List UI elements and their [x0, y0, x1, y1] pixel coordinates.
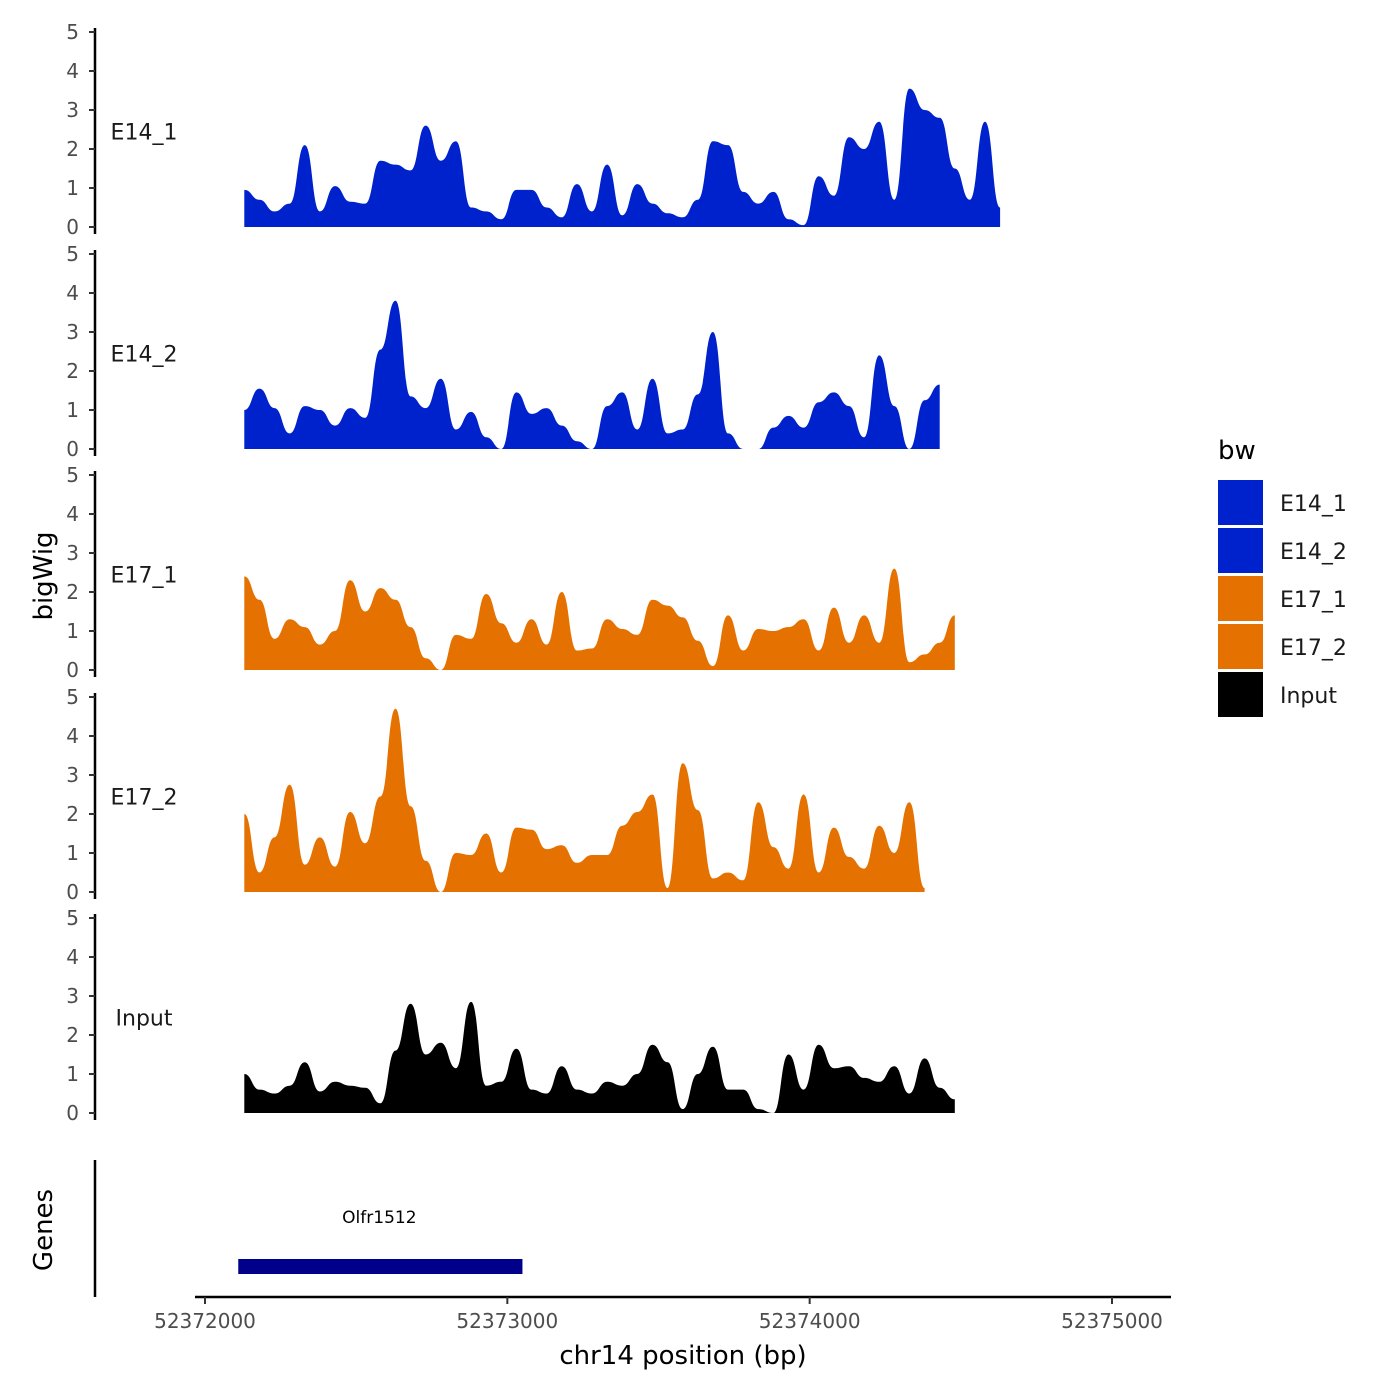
- y-tick-label: 2: [66, 1023, 79, 1047]
- y-tick-label: 4: [66, 502, 79, 526]
- y-tick-label: 4: [66, 724, 79, 748]
- y-tick-label: 0: [66, 215, 79, 239]
- gene-label: Olfr1512: [342, 1208, 416, 1228]
- y-tick-label: 4: [66, 281, 79, 305]
- y-tick-label: 5: [66, 685, 79, 709]
- y-tick-label: 0: [66, 437, 79, 461]
- legend-label: E17_1: [1280, 588, 1347, 613]
- y-tick-label: 1: [66, 176, 79, 200]
- y-tick-label: 3: [66, 541, 79, 565]
- y-tick-label: 1: [66, 841, 79, 865]
- y-tick-label: 1: [66, 398, 79, 422]
- signal-area-e14_2: [244, 300, 940, 449]
- y-tick-label: 0: [66, 1101, 79, 1125]
- legend-key-e17_2: [1218, 624, 1263, 669]
- y-tick-label: 5: [66, 463, 79, 487]
- y-tick-label: 3: [66, 320, 79, 344]
- x-tick-label: 52374000: [759, 1309, 861, 1333]
- legend-label: E14_1: [1280, 492, 1347, 517]
- signal-area-input: [244, 1001, 955, 1113]
- signal-tracks: 0 1 2 3 4 5 E14_1 0 1 2 3 4 5 E14_2 0 1 2 3 4 5 E17_1 0 1 2 3 4 5 E…: [66, 20, 1001, 1125]
- legend-title: bw: [1218, 436, 1256, 466]
- y-tick-label: 4: [66, 945, 79, 969]
- track-e14_1: 0 1 2 3 4 5 E14_1: [66, 20, 1001, 239]
- y-tick-label: 3: [66, 984, 79, 1008]
- y-tick-label: 4: [66, 59, 79, 83]
- track-e17_2: 0 1 2 3 4 5 E17_2: [66, 685, 925, 904]
- y-tick-label: 5: [66, 242, 79, 266]
- legend-label: E14_2: [1280, 540, 1347, 565]
- track-input: 0 1 2 3 4 5 Input: [66, 906, 955, 1125]
- y-tick-label: 0: [66, 880, 79, 904]
- y-tick-label: 0: [66, 658, 79, 682]
- y-tick-label: 2: [66, 137, 79, 161]
- gene-bar: [238, 1259, 523, 1274]
- y-tick-label: 1: [66, 619, 79, 643]
- legend-key-input: [1218, 672, 1263, 717]
- y-axis-title: bigWig: [29, 531, 59, 620]
- track-label: E17_1: [111, 564, 178, 589]
- legend: bw E14_1 E14_2 E17_1 E17_2 Input: [1218, 436, 1347, 717]
- legend-label: Input: [1280, 684, 1337, 709]
- signal-area-e17_1: [244, 568, 955, 670]
- signal-area-e17_2: [244, 708, 925, 892]
- track-e17_1: 0 1 2 3 4 5 E17_1: [66, 463, 955, 682]
- x-tick-label: 52375000: [1061, 1309, 1163, 1333]
- legend-label: E17_2: [1280, 636, 1347, 661]
- track-label: E17_2: [111, 786, 178, 811]
- legend-key-e17_1: [1218, 576, 1263, 621]
- y-tick-label: 1: [66, 1062, 79, 1086]
- x-axis-title: chr14 position (bp): [559, 1341, 806, 1371]
- y-tick-label: 2: [66, 802, 79, 826]
- y-tick-label: 5: [66, 20, 79, 44]
- track-e14_2: 0 1 2 3 4 5 E14_2: [66, 242, 940, 461]
- track-label: Input: [116, 1007, 173, 1032]
- signal-area-e14_1: [244, 88, 1001, 227]
- x-tick-label: 52373000: [456, 1309, 558, 1333]
- x-tick-label: 52372000: [154, 1309, 256, 1333]
- y-tick-label: 3: [66, 763, 79, 787]
- y-tick-label: 5: [66, 906, 79, 930]
- x-axis: 52372000 52373000 52374000 52375000: [154, 1295, 1171, 1333]
- y-tick-label: 2: [66, 580, 79, 604]
- legend-key-e14_2: [1218, 528, 1263, 573]
- gene-panel: Olfr1512: [93, 1160, 523, 1297]
- legend-key-e14_1: [1218, 480, 1263, 525]
- gene-panel-title: Genes: [29, 1189, 59, 1271]
- track-label: E14_1: [111, 121, 178, 146]
- y-tick-label: 3: [66, 98, 79, 122]
- track-label: E14_2: [111, 343, 178, 368]
- y-tick-label: 2: [66, 359, 79, 383]
